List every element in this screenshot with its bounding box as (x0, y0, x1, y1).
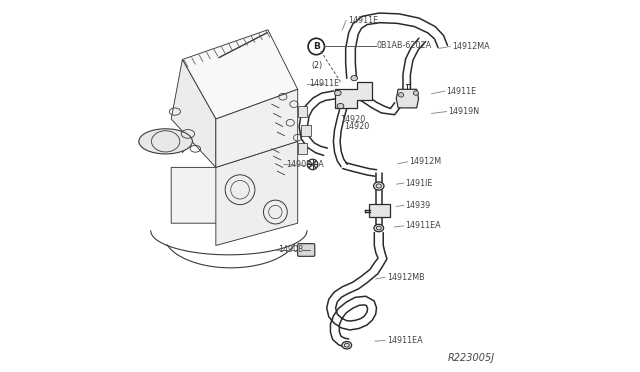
Text: R223005J: R223005J (448, 353, 495, 363)
Ellipse shape (342, 341, 351, 349)
Text: 14912MB: 14912MB (387, 273, 424, 282)
Text: 14920: 14920 (340, 115, 365, 124)
Text: 0B1AB-6202A: 0B1AB-6202A (377, 41, 432, 50)
Polygon shape (182, 30, 298, 119)
Polygon shape (298, 106, 307, 117)
Text: 14911EA: 14911EA (406, 221, 441, 230)
Text: 14919N: 14919N (449, 107, 479, 116)
Text: 14908: 14908 (278, 246, 303, 254)
Ellipse shape (413, 91, 419, 95)
Ellipse shape (374, 224, 383, 232)
Ellipse shape (139, 129, 193, 154)
Polygon shape (172, 60, 216, 167)
Text: 1490B+A: 1490B+A (286, 160, 324, 169)
Text: 14911E: 14911E (309, 79, 339, 88)
Ellipse shape (337, 103, 344, 109)
Text: 14911E: 14911E (348, 16, 378, 25)
Text: 1491IE: 1491IE (406, 179, 433, 187)
Ellipse shape (351, 76, 358, 81)
Text: 14911EA: 14911EA (387, 336, 422, 345)
Text: 14912M: 14912M (410, 157, 442, 166)
Text: (2): (2) (312, 61, 323, 70)
Text: 14939: 14939 (406, 201, 431, 210)
Polygon shape (216, 89, 298, 167)
Ellipse shape (374, 182, 384, 190)
Text: 14911E: 14911E (447, 87, 477, 96)
Ellipse shape (335, 90, 341, 96)
Polygon shape (396, 89, 419, 108)
FancyBboxPatch shape (298, 244, 315, 256)
Polygon shape (335, 82, 372, 108)
Text: B: B (313, 42, 320, 51)
Polygon shape (298, 143, 307, 154)
Polygon shape (216, 141, 298, 246)
Polygon shape (301, 125, 310, 136)
Ellipse shape (399, 93, 404, 97)
FancyBboxPatch shape (369, 204, 390, 217)
Text: 14912MA: 14912MA (452, 42, 490, 51)
Polygon shape (172, 141, 298, 223)
Text: 14920: 14920 (344, 122, 369, 131)
